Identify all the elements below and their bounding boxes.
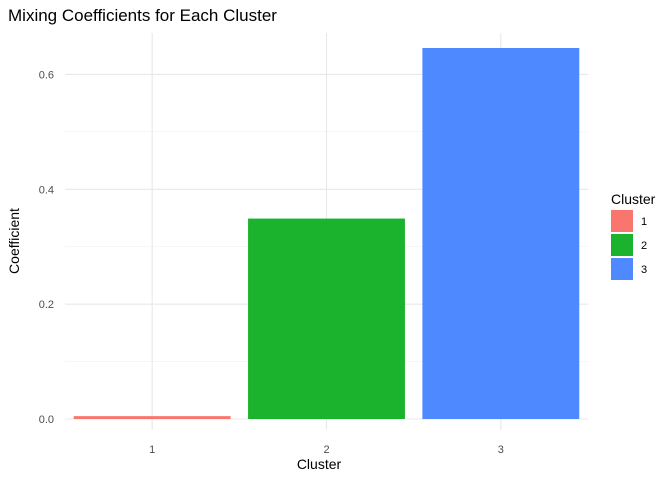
bar-cluster-2 [248,218,405,419]
legend-title: Cluster [611,191,656,207]
legend: Cluster 1 2 3 [611,191,656,280]
x-tick-label: 3 [498,444,504,456]
y-tick-label: 0.4 [39,184,54,196]
legend-key-3 [611,258,633,280]
x-axis-ticks: 1 2 3 [149,444,504,456]
x-tick-label: 1 [149,444,155,456]
legend-label-1: 1 [641,216,647,228]
y-axis-ticks: 0.0 0.2 0.4 0.6 [39,69,54,426]
bar-cluster-1 [73,416,231,419]
legend-label-2: 2 [641,240,647,252]
legend-key-1 [611,210,633,232]
y-tick-label: 0.6 [39,69,54,81]
bar-cluster-3 [422,48,580,419]
y-tick-label: 0.2 [39,299,54,311]
legend-key-2 [611,234,633,256]
legend-label-3: 3 [641,264,647,276]
bars [73,48,580,419]
x-axis-title: Cluster [297,456,342,472]
y-axis-title: Coefficient [6,208,22,274]
chart-title: Mixing Coefficients for Each Cluster [8,6,277,25]
x-tick-label: 2 [323,444,329,456]
y-tick-label: 0.0 [39,414,54,426]
